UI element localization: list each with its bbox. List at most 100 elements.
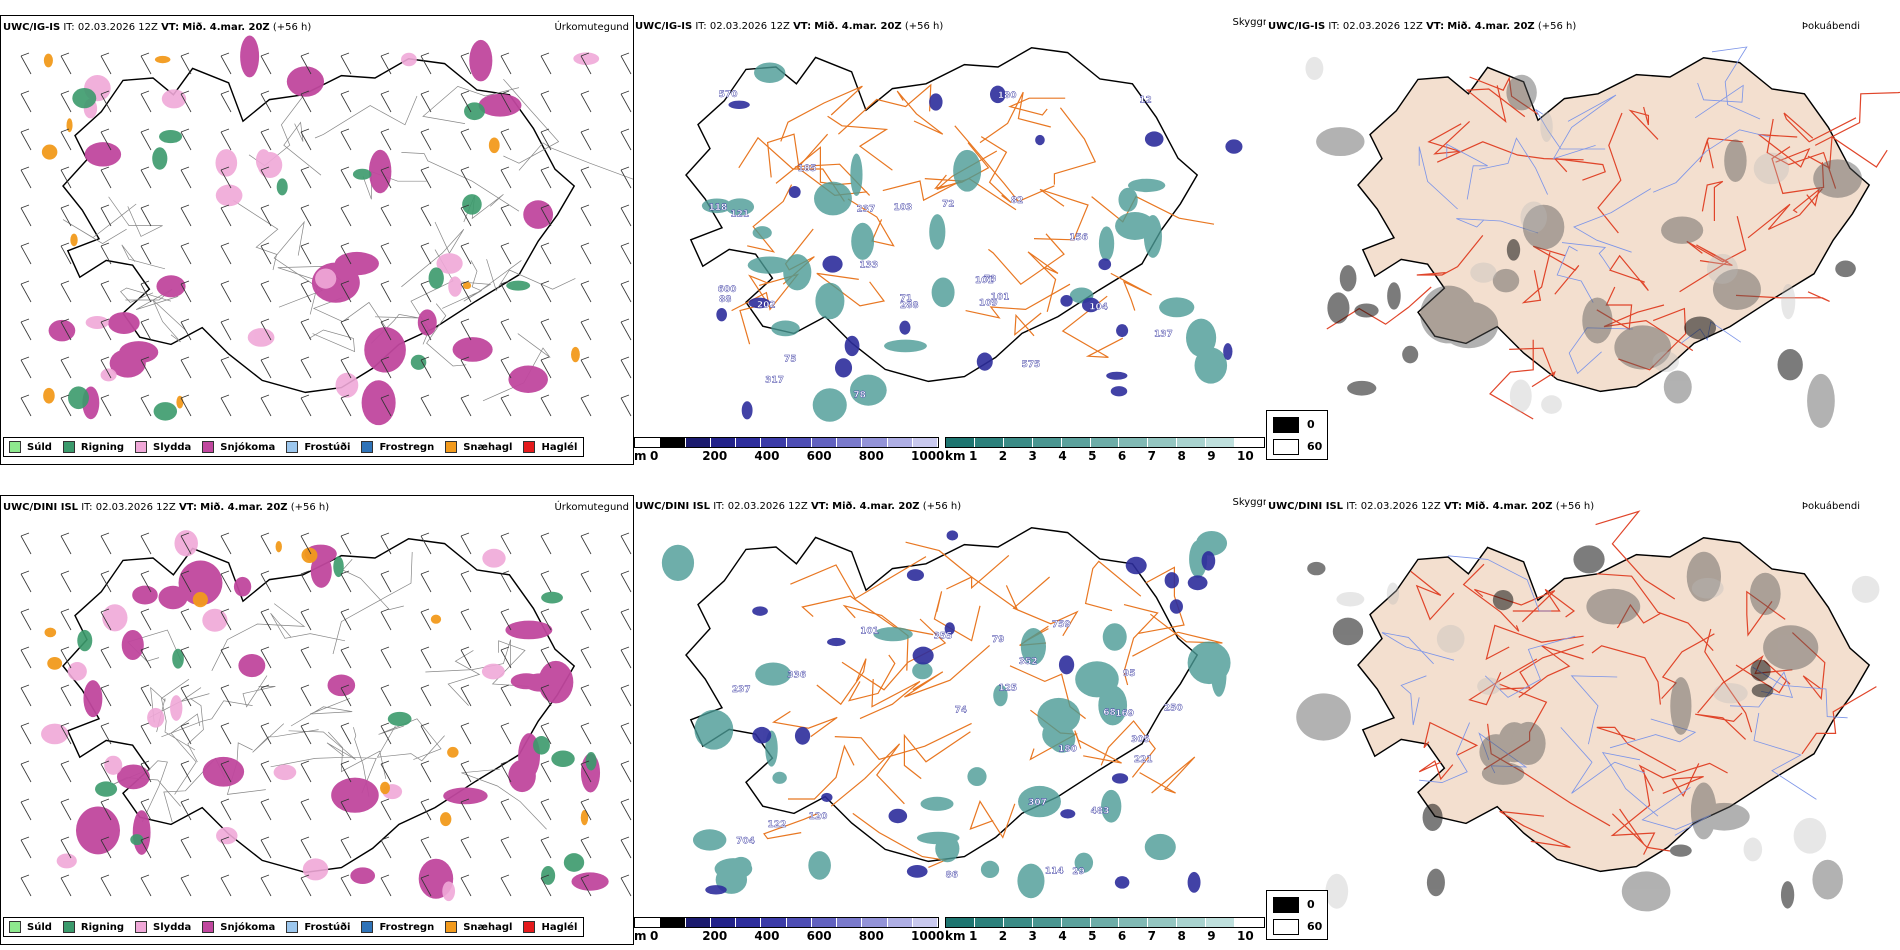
legend-label: Frostregn (379, 921, 435, 933)
cloud-base-label: 237 (857, 205, 876, 215)
legend-label: Súld (27, 921, 52, 933)
cloud-base-label: 121 (730, 209, 749, 219)
colorbar-segment (1206, 438, 1236, 447)
snow-grain-areas (44, 541, 589, 827)
legend-item: Frostregn (361, 441, 434, 453)
colorbar-segment (1032, 438, 1062, 447)
fog-legend-label: 60 (1307, 440, 1323, 453)
colorbar-segment (786, 438, 812, 447)
cloud-base-label: 250 (1164, 703, 1183, 713)
iceland-map-precip-top (20, 35, 633, 426)
colorbar-tick: 7 (1147, 449, 1157, 463)
panel-title: Skyggni (1232, 17, 1266, 28)
cloud-base-label: 71 (900, 294, 913, 304)
iceland-landmass (1326, 46, 1900, 420)
cloud-base-label: 317 (765, 376, 784, 386)
cloud-base-label: 118 (708, 203, 727, 213)
fog-index-dark (1316, 74, 1862, 428)
fog-legend-label: 0 (1307, 418, 1315, 431)
colorbar-segment (837, 438, 863, 447)
colorbar-segment (887, 438, 913, 447)
colorbar-segment (887, 918, 913, 927)
legend-swatch (361, 921, 374, 933)
colorbar-segment (912, 438, 938, 447)
visibility-colorbar: km 1 2 3 4 5 6 7 8 9 10 (945, 437, 1265, 463)
iceland-landmass (1357, 510, 1877, 873)
panel-header: UWC/IG-IS IT: 02.03.2026 12Z VT: Mið. 4.… (3, 22, 312, 33)
colorbar-tick: 2 (998, 449, 1008, 463)
cloud-base-label: 114 (1045, 866, 1064, 876)
precip-type-panel-bottom: UWC/DINI ISL IT: 02.03.2026 12Z VT: Mið.… (0, 495, 634, 945)
colorbar-segment (660, 438, 686, 447)
colorbar-segment (862, 438, 888, 447)
colorbar-segment (685, 438, 711, 447)
visibility-colorbar: km 1 2 3 4 5 6 7 8 9 10 (945, 917, 1265, 943)
cloud-base-label: 288 (900, 301, 919, 311)
colorbar-tick: 1 (969, 449, 978, 463)
precip-type-panel-top: UWC/IG-IS IT: 02.03.2026 12Z VT: Mið. 4.… (0, 15, 634, 465)
colorbar-segment (710, 438, 736, 447)
colorbar-segment (837, 918, 863, 927)
legend-item: Frostregn (361, 921, 434, 933)
wind-barbs (20, 532, 632, 897)
fog-legend-swatch (1273, 439, 1299, 455)
panel-header: UWC/IG-IS IT: 02.03.2026 12Z VT: Mið. 4.… (1268, 21, 1577, 32)
precip-legend: Súld Rigning Slydda Snjókoma Frostúði Frostre… (3, 437, 585, 457)
colorbar-segment (1177, 438, 1207, 447)
colorbar-segment (761, 438, 787, 447)
colorbar-segment (1003, 918, 1033, 927)
colorbar-segment (635, 918, 661, 927)
cloud-base-label: 82 (1011, 196, 1024, 206)
colorbar-segment (1032, 918, 1062, 927)
colorbar-tick: 6 (1117, 929, 1127, 943)
legend-item: Haglél (523, 921, 577, 933)
legend-item: Slydda (135, 921, 191, 933)
colorbar-segment (1119, 438, 1149, 447)
colorbar-tick: 3 (1028, 929, 1037, 943)
iceland-map-fog-top (1305, 46, 1900, 428)
colorbar-segment (862, 918, 888, 927)
legend-label: Slydda (153, 921, 192, 933)
fog-panel-top: UWC/IG-IS IT: 02.03.2026 12Z VT: Mið. 4.… (1266, 15, 1900, 465)
legend-swatch (62, 921, 75, 933)
colorbar-tick: 3 (1028, 449, 1037, 463)
cloud-base-label: 73 (984, 275, 997, 285)
colorbar-segment (1148, 918, 1178, 927)
fog-index-black (1327, 239, 1856, 396)
visibility-panel-top: 101 121 12 109 133 103 156 73 237 72 75 118 202 71 104… (634, 15, 1266, 465)
cloud-base-label: 103 (893, 203, 912, 213)
ceiling-colorbar: m 0 200 400 600 800 1000 (634, 437, 944, 463)
colorbar-segment (1003, 438, 1033, 447)
colorbar-tick: 200 (702, 449, 728, 463)
colorbar-tick: 1000 (911, 449, 945, 463)
colorbar-segment (1206, 918, 1236, 927)
legend-label: Súld (27, 441, 52, 453)
low-cloud-areas (705, 530, 1216, 895)
legend-item: Snæhagl (445, 441, 512, 453)
colorbar-segment (736, 438, 762, 447)
colorbar-strip (634, 917, 939, 928)
cloud-base-label: 125 (998, 684, 1017, 694)
colorbar-segment (974, 918, 1004, 927)
cloud-base-label: 237 (732, 685, 751, 695)
colorbar-segment (1061, 918, 1091, 927)
precip-legend: Súld Rigning Slydda Snjókoma Frostúði Frostre… (3, 917, 585, 937)
fog-legend-swatch (1273, 417, 1299, 433)
ceiling-colorbar: m 0 200 400 600 800 1000 (634, 917, 944, 943)
fog-legend: 0 60 (1266, 410, 1328, 460)
legend-label: Snæhagl (463, 921, 513, 933)
legend-label: Snæhagl (463, 441, 513, 453)
cloud-base-label: 86 (946, 871, 959, 881)
cloud-base-label: 336 (787, 670, 806, 680)
colorbar-segment (946, 438, 975, 447)
legend-label: Haglél (541, 921, 578, 933)
cloud-base-label: 570 (719, 90, 738, 100)
colorbar-tick: 6 (1117, 449, 1127, 463)
panel-title: Úrkomutegund (554, 502, 629, 513)
sleet-areas (83, 52, 600, 398)
colorbar-tick: 600 (806, 449, 832, 463)
colorbar-segment (1177, 918, 1207, 927)
legend-label: Frostúði (304, 921, 351, 933)
fog-legend: 0 60 (1266, 890, 1328, 940)
legend-swatch (135, 441, 148, 453)
